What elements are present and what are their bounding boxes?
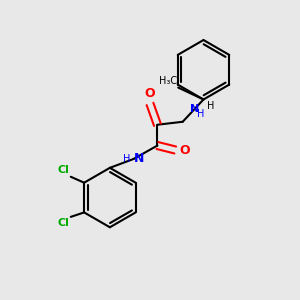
Text: N: N <box>190 104 199 114</box>
Text: H: H <box>207 101 214 111</box>
Text: Cl: Cl <box>57 218 69 228</box>
Text: O: O <box>145 87 155 101</box>
Text: H₃C: H₃C <box>159 76 177 86</box>
Text: O: O <box>180 143 190 157</box>
Text: Cl: Cl <box>57 165 69 175</box>
Text: H: H <box>123 154 130 164</box>
Text: N: N <box>134 152 144 165</box>
Text: H: H <box>197 109 205 118</box>
